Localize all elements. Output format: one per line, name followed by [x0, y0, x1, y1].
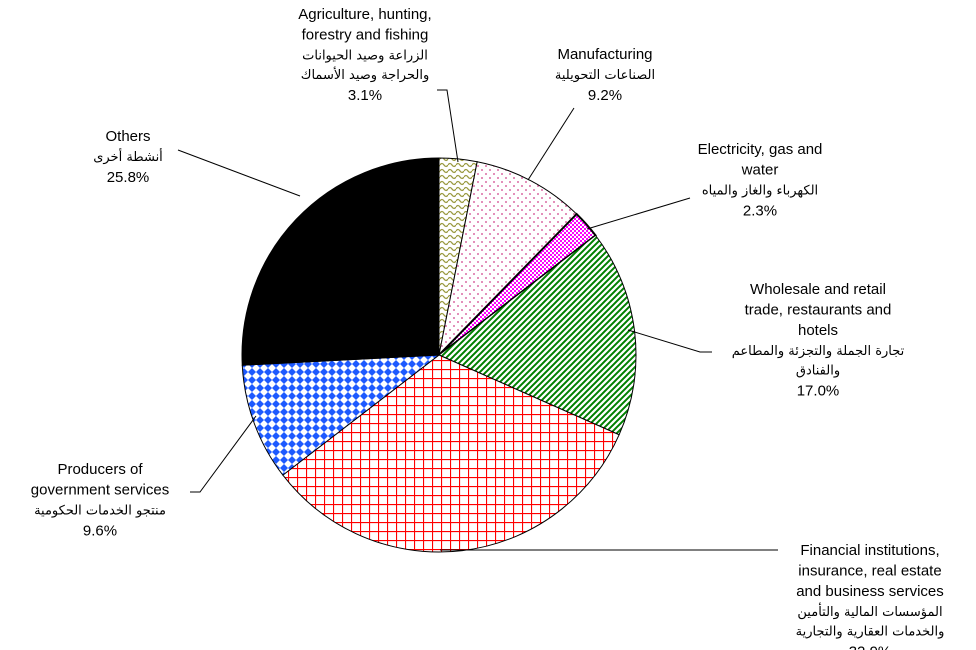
- slice-label-ar: المؤسسات المالية والتأمين: [797, 602, 942, 620]
- slice-label: hotels: [798, 322, 838, 339]
- slice-label-ar: منتجو الخدمات الحكومية: [34, 504, 166, 519]
- pie-slice: [241, 157, 440, 366]
- slice-label: Wholesale and retail: [750, 281, 886, 298]
- leader-line: [586, 197, 691, 230]
- slice-label-ar: الزراعة وصيد الحيوانات: [302, 49, 428, 64]
- value-label: 9.2%: [588, 87, 622, 104]
- slice-label-ar: والفنادق: [796, 364, 840, 379]
- slice-label: Electricity, gas and: [698, 141, 823, 158]
- slice-label-ar: والخدمات العقارية والتجارية: [796, 625, 945, 640]
- value-label: 32.9%: [849, 643, 892, 650]
- slice-label: water: [741, 161, 779, 178]
- leader-line: [527, 107, 575, 181]
- value-label: 17.0%: [797, 382, 840, 399]
- pie-slice: [282, 354, 620, 553]
- value-label: 9.6%: [83, 522, 117, 539]
- leader-line: [190, 415, 257, 493]
- slice-label: Agriculture, hunting,: [298, 6, 431, 23]
- pie-slice: [438, 161, 578, 357]
- slice-label-ar: أنشطة أخرى: [93, 148, 163, 165]
- slice-label: insurance, real estate: [798, 562, 941, 579]
- value-label: 2.3%: [743, 202, 777, 219]
- value-label: 3.1%: [348, 87, 382, 104]
- leader-line: [177, 149, 301, 197]
- slice-label: and business services: [796, 583, 944, 600]
- leader-line: [627, 329, 712, 353]
- slice-label: government services: [31, 481, 169, 498]
- slice-label-ar: الكهرباء والغاز والمياه: [702, 184, 818, 199]
- slice-label-ar: الصناعات التحويلية: [555, 68, 655, 83]
- pie-slice: [241, 354, 441, 476]
- slice-label: Others: [105, 128, 150, 145]
- slice-label: trade, restaurants and: [745, 301, 892, 318]
- slice-label-ar: والحراجة وصيد الأسماك: [301, 66, 429, 83]
- slice-label: Financial institutions,: [800, 542, 939, 559]
- slice-label-ar: تجارة الجملة والتجزئة والمطاعم: [732, 344, 905, 359]
- slice-label: Manufacturing: [557, 46, 652, 63]
- slice-label: forestry and fishing: [302, 26, 429, 43]
- leader-line: [437, 89, 459, 163]
- value-label: 25.8%: [107, 169, 150, 186]
- slice-label: Producers of: [57, 461, 143, 478]
